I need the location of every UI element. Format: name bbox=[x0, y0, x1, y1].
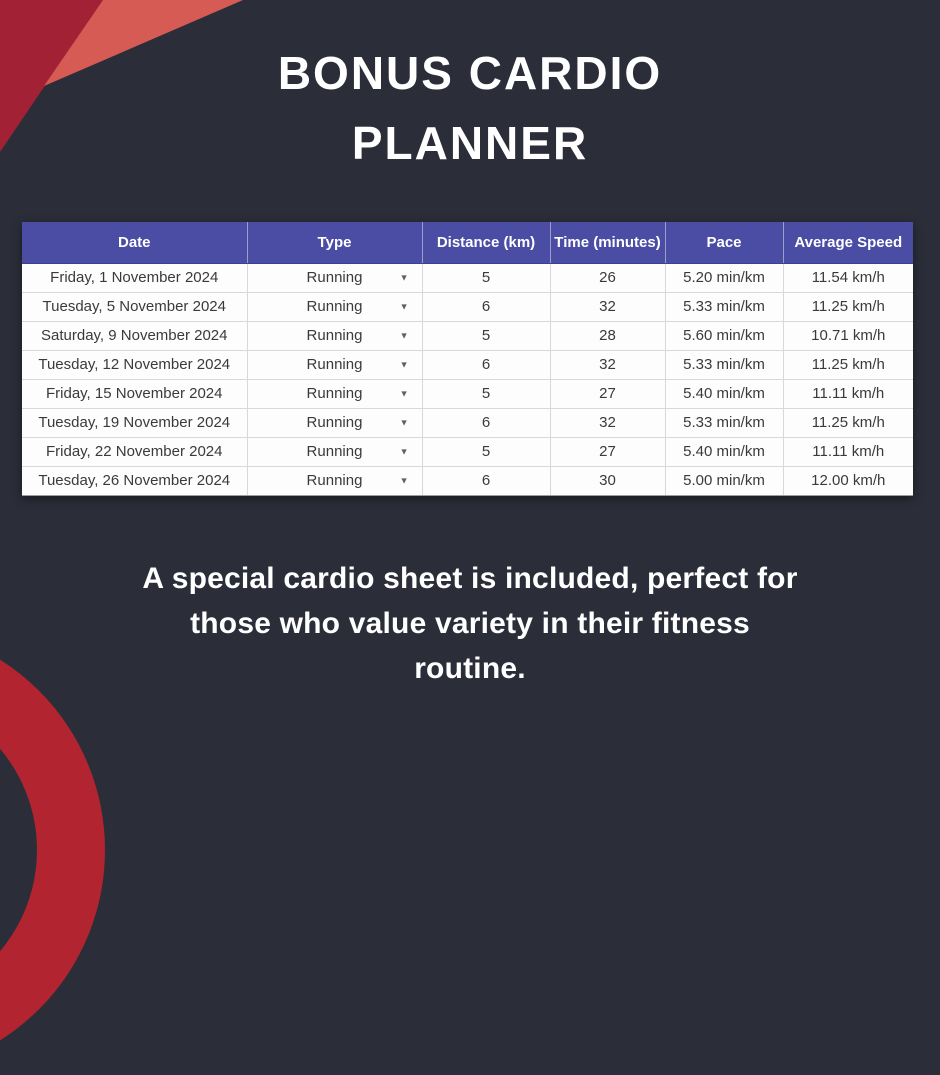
cell-pace: 5.40 min/km bbox=[664, 378, 784, 409]
cell-type[interactable]: Running ▼ bbox=[246, 349, 423, 380]
table-row: Tuesday, 26 November 2024 Running ▼ 6 30 5.00… bbox=[22, 465, 913, 496]
description-line-3: routine. bbox=[414, 652, 526, 685]
column-header-average-speed: Average Speed bbox=[783, 222, 913, 264]
cardio-planner-table: Date Type Distance (km) Time (minutes) P… bbox=[22, 222, 913, 496]
description: A special cardio sheet is included, perf… bbox=[0, 556, 940, 691]
table-row: Friday, 22 November 2024 Running ▼ 5 27 5.40 … bbox=[22, 436, 913, 467]
cell-date: Friday, 15 November 2024 bbox=[22, 378, 248, 409]
cell-pace: 5.20 min/km bbox=[664, 263, 784, 293]
cell-time: 32 bbox=[549, 349, 666, 380]
cell-date: Tuesday, 5 November 2024 bbox=[22, 291, 248, 322]
cell-type[interactable]: Running ▼ bbox=[246, 263, 423, 293]
dropdown-arrow-icon[interactable]: ▼ bbox=[399, 416, 409, 427]
cell-pace: 5.33 min/km bbox=[664, 407, 784, 438]
cell-avg_speed: 11.54 km/h bbox=[782, 263, 913, 293]
cell-time: 32 bbox=[549, 291, 666, 322]
table-header-row: Date Type Distance (km) Time (minutes) P… bbox=[22, 222, 913, 264]
column-header-type: Type bbox=[247, 222, 423, 264]
cell-pace: 5.33 min/km bbox=[664, 291, 784, 322]
cell-date: Tuesday, 26 November 2024 bbox=[22, 465, 248, 496]
cell-distance: 6 bbox=[421, 407, 551, 438]
cell-avg_speed: 12.00 km/h bbox=[782, 465, 913, 496]
cell-time: 27 bbox=[549, 436, 666, 467]
cell-pace: 5.60 min/km bbox=[664, 320, 784, 351]
cell-avg_speed: 11.25 km/h bbox=[782, 291, 913, 322]
cell-distance: 6 bbox=[421, 349, 551, 380]
cell-type[interactable]: Running ▼ bbox=[246, 407, 423, 438]
cell-pace: 5.00 min/km bbox=[664, 465, 784, 496]
table-row: Saturday, 9 November 2024 Running ▼ 5 28 5.60… bbox=[22, 320, 913, 351]
cardio-table: Date Type Distance (km) Time (minutes) P… bbox=[22, 222, 913, 496]
table-row: Friday, 15 November 2024 Running ▼ 5 27 5.40 … bbox=[22, 378, 913, 409]
cell-avg_speed: 11.25 km/h bbox=[782, 407, 913, 438]
page-title: BONUS CARDIO PLANNER bbox=[0, 38, 940, 178]
type-value: Running bbox=[306, 385, 363, 402]
cell-type[interactable]: Running ▼ bbox=[246, 320, 423, 351]
cell-date: Friday, 1 November 2024 bbox=[22, 263, 248, 293]
cell-avg_speed: 10.71 km/h bbox=[782, 320, 913, 351]
dropdown-arrow-icon[interactable]: ▼ bbox=[399, 445, 409, 456]
cell-time: 27 bbox=[549, 378, 666, 409]
cell-time: 28 bbox=[549, 320, 666, 351]
cell-pace: 5.33 min/km bbox=[664, 349, 784, 380]
type-value: Running bbox=[306, 298, 363, 315]
type-value: Running bbox=[306, 414, 363, 431]
dropdown-arrow-icon[interactable]: ▼ bbox=[399, 329, 409, 340]
cardio-table-body: Friday, 1 November 2024 Running ▼ 5 26 5.20 m… bbox=[22, 263, 913, 496]
cell-avg_speed: 11.11 km/h bbox=[782, 378, 913, 409]
cell-avg_speed: 11.11 km/h bbox=[782, 436, 913, 467]
cell-type[interactable]: Running ▼ bbox=[246, 465, 423, 496]
table-row: Tuesday, 5 November 2024 Running ▼ 6 32 5.33 … bbox=[22, 291, 913, 322]
description-line-1: A special cardio sheet is included, perf… bbox=[142, 562, 798, 595]
dropdown-arrow-icon[interactable]: ▼ bbox=[399, 474, 409, 485]
cell-distance: 5 bbox=[421, 378, 551, 409]
cell-pace: 5.40 min/km bbox=[664, 436, 784, 467]
type-value: Running bbox=[306, 443, 363, 460]
cell-distance: 5 bbox=[421, 320, 551, 351]
column-header-date: Date bbox=[22, 222, 248, 264]
cell-type[interactable]: Running ▼ bbox=[246, 436, 423, 467]
cell-distance: 6 bbox=[421, 465, 551, 496]
cell-avg_speed: 11.25 km/h bbox=[782, 349, 913, 380]
cell-type[interactable]: Running ▼ bbox=[246, 291, 423, 322]
dropdown-arrow-icon[interactable]: ▼ bbox=[399, 358, 409, 369]
cell-time: 26 bbox=[549, 263, 666, 293]
type-value: Running bbox=[306, 356, 363, 373]
cell-type[interactable]: Running ▼ bbox=[246, 378, 423, 409]
cell-time: 32 bbox=[549, 407, 666, 438]
dropdown-arrow-icon[interactable]: ▼ bbox=[399, 300, 409, 311]
page-title-line-1: BONUS CARDIO bbox=[277, 47, 663, 99]
cell-date: Tuesday, 19 November 2024 bbox=[22, 407, 248, 438]
table-row: Friday, 1 November 2024 Running ▼ 5 26 5.20 m… bbox=[22, 263, 913, 293]
type-value: Running bbox=[306, 327, 363, 344]
cell-distance: 5 bbox=[421, 436, 551, 467]
type-value: Running bbox=[306, 269, 363, 286]
description-line-2: those who value variety in their fitness bbox=[190, 607, 750, 640]
cell-date: Friday, 22 November 2024 bbox=[22, 436, 248, 467]
dropdown-arrow-icon[interactable]: ▼ bbox=[399, 271, 409, 282]
page-title-line-2: PLANNER bbox=[351, 117, 589, 169]
dropdown-arrow-icon[interactable]: ▼ bbox=[399, 387, 409, 398]
type-value: Running bbox=[306, 472, 363, 489]
corner-ring-icon bbox=[0, 625, 105, 1075]
table-row: Tuesday, 12 November 2024 Running ▼ 6 32 5.33… bbox=[22, 349, 913, 380]
column-header-pace: Pace bbox=[665, 222, 784, 264]
cell-distance: 6 bbox=[421, 291, 551, 322]
cell-date: Saturday, 9 November 2024 bbox=[22, 320, 248, 351]
table-row: Tuesday, 19 November 2024 Running ▼ 6 32 5.33… bbox=[22, 407, 913, 438]
cell-date: Tuesday, 12 November 2024 bbox=[22, 349, 248, 380]
cell-distance: 5 bbox=[421, 263, 551, 293]
column-header-time: Time (minutes) bbox=[550, 222, 666, 264]
column-header-distance: Distance (km) bbox=[422, 222, 551, 264]
cell-time: 30 bbox=[549, 465, 666, 496]
